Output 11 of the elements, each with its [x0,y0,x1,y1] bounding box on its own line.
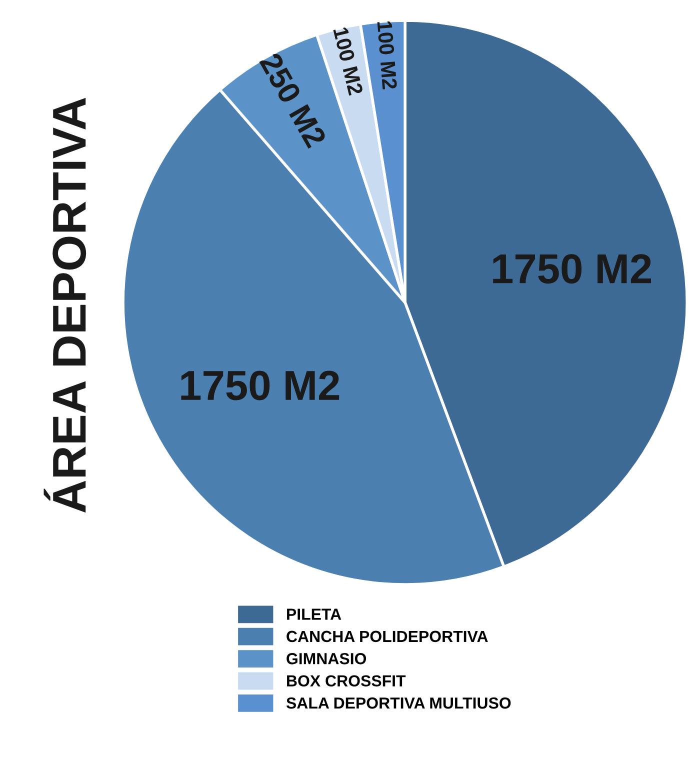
legend-label: PILETA [287,608,342,620]
legend-label: SALA DEPORTIVA MULTIUSO [286,697,511,709]
data-label: 1750 M2 [181,370,340,400]
data-label: 250 M2 [258,51,328,149]
data-label: 100 M2 [377,21,398,90]
text: ÁREA DEPORTIVA [44,98,86,513]
legend-label: BOX CROSSFIT [287,675,406,687]
data-label: 1750 M2 [493,254,651,284]
legend-label: GIMNASIO [286,653,366,664]
legend-label: CANCHA POLIDEPORTIVA [286,630,488,642]
data-label: 100 M2 [333,26,364,96]
